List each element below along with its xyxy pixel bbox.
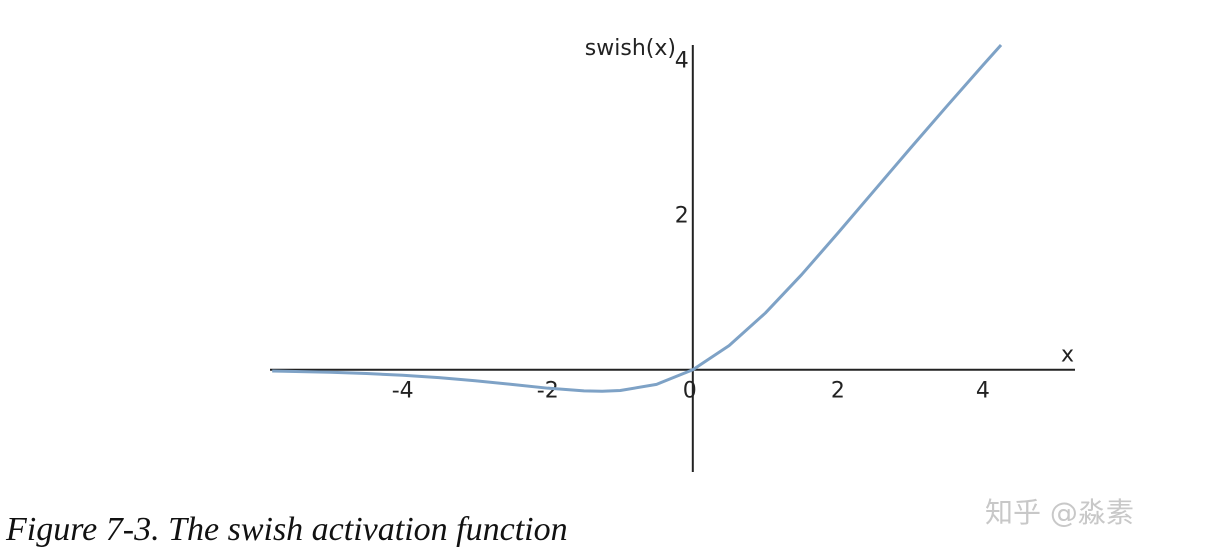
line: [272, 44, 1003, 393]
x-tick-label: -2: [537, 379, 559, 404]
caption: Figure 7-3. The swish activation functio…: [5, 511, 568, 548]
y-axis-label: swish(x): [585, 36, 676, 61]
y-tick-label: 4: [675, 49, 689, 74]
x-tick-label: -4: [392, 379, 414, 404]
y-tick-label: 2: [675, 204, 689, 229]
x-tick-label: 2: [831, 379, 845, 404]
x-axis-label: x: [1061, 343, 1074, 368]
watermark: 知乎 @淼素: [985, 496, 1134, 529]
x-tick-label: 4: [976, 379, 990, 404]
x-tick-label: 0: [683, 379, 697, 404]
